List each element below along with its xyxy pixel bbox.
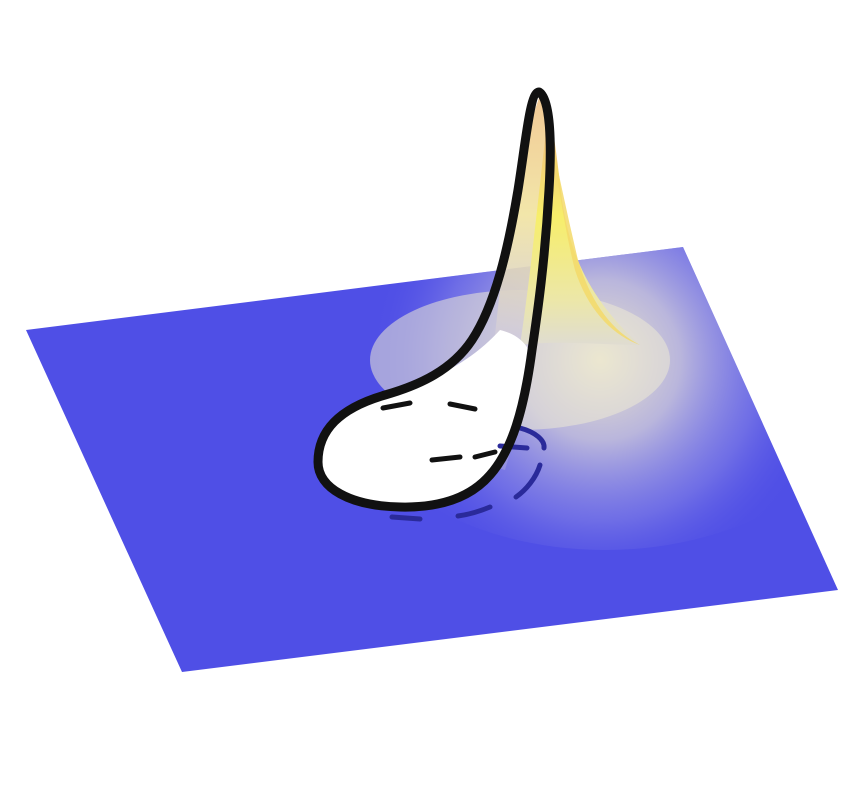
black-loop-curve [313, 87, 555, 512]
peak-right-shade [545, 110, 640, 345]
white-hole [318, 330, 530, 507]
dashed-curve [380, 400, 498, 463]
